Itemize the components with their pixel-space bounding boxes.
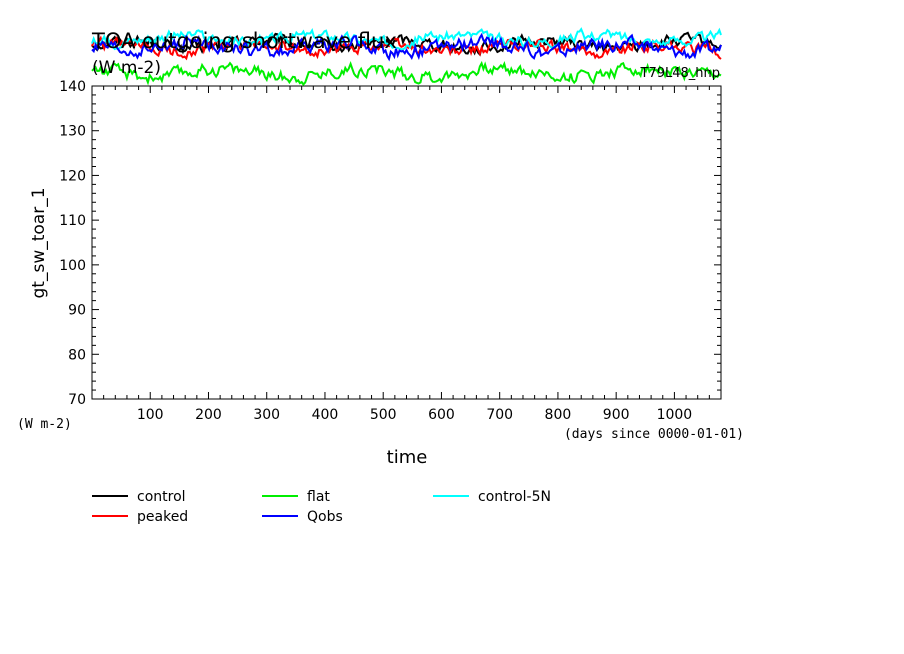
legend-item-qobs: Qobs	[262, 509, 343, 525]
legend-item-control: control	[92, 489, 186, 505]
y-tick-label: 120	[59, 168, 86, 184]
legend-label-qobs: Qobs	[307, 509, 343, 525]
x-tick-label: 700	[486, 407, 513, 423]
legend-label-control: control	[137, 489, 186, 505]
x-tick-label: 300	[253, 407, 280, 423]
x-tick-label: 500	[370, 407, 397, 423]
series-line-qobs	[91, 32, 722, 62]
y-tick-label: 90	[68, 303, 86, 319]
plot-frame	[91, 85, 722, 400]
series-lines	[91, 27, 722, 86]
x-tick-label: 100	[137, 407, 164, 423]
x-tick-label: 1000	[657, 407, 693, 423]
x-tick-label: 600	[428, 407, 455, 423]
y-tick-label: 130	[59, 124, 86, 140]
title-units: (W m-2)	[92, 58, 161, 78]
x-tick-label: 400	[312, 407, 339, 423]
y-axis-label: gt_sw_toar_1	[29, 187, 49, 298]
y-tick-label: 110	[59, 213, 86, 229]
x-axis-units: (days since 0000-01-01)	[564, 427, 744, 442]
y-tick-label: 100	[59, 258, 86, 274]
axis-ticks	[92, 86, 721, 399]
y-tick-labels: 70 80 90 100 110 120 130 140	[59, 79, 86, 408]
legend-label-flat: flat	[307, 489, 330, 505]
series-line-flat	[91, 60, 722, 86]
x-axis-label: time	[387, 447, 428, 468]
legend-item-peaked: peaked	[92, 509, 188, 525]
y-tick-label: 80	[68, 347, 86, 363]
x-tick-label: 200	[195, 407, 222, 423]
legend-label-control-5n: control-5N	[478, 489, 551, 505]
x-tick-labels: 100 200 300 400 500 600 700 800 900 1000	[137, 407, 692, 423]
y-tick-label: 140	[59, 79, 86, 95]
run-label: T79L48_hnp	[640, 66, 721, 81]
chart-title: TOA outgoing shortwave flux	[91, 29, 397, 53]
legend-item-control-5n: control-5N	[433, 489, 551, 505]
x-tick-label: 900	[603, 407, 630, 423]
y-tick-label: 70	[68, 392, 86, 408]
legend: control peaked flat Qobs control-5N	[92, 489, 551, 525]
legend-item-flat: flat	[262, 489, 330, 505]
legend-label-peaked: peaked	[137, 509, 188, 525]
x-tick-label: 800	[545, 407, 572, 423]
series-line-control-5n	[91, 27, 722, 51]
y-axis-units: (W m-2)	[17, 417, 72, 432]
